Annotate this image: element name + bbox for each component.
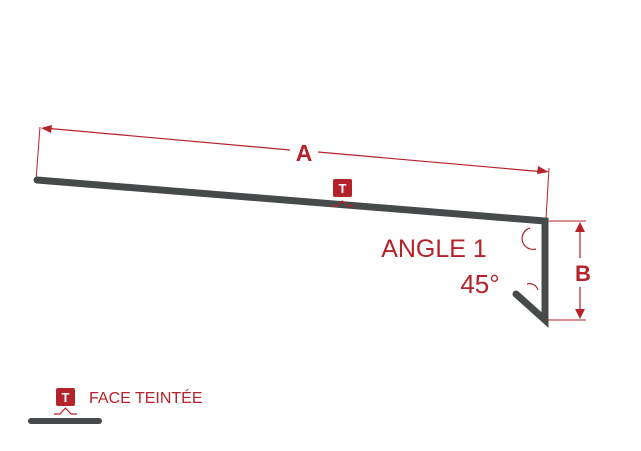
legend-label: FACE TEINTÉE bbox=[89, 388, 203, 407]
dimension-b-arrow-top bbox=[575, 222, 585, 232]
dimension-a-line-right bbox=[317, 151, 546, 173]
dimension-a-extension-left bbox=[35, 126, 41, 181]
legend-badge-pointer bbox=[54, 407, 77, 415]
angle-arc-lower bbox=[526, 283, 539, 291]
dimension-b-arrow-bottom bbox=[575, 309, 585, 319]
angle-value-label: 45° bbox=[460, 269, 499, 299]
dimension-a-label: A bbox=[296, 140, 313, 166]
dimension-b bbox=[546, 220, 586, 321]
legend: T FACE TEINTÉE bbox=[28, 388, 203, 424]
angle-name-label: ANGLE 1 bbox=[381, 235, 487, 263]
tinted-face-badge-letter: T bbox=[339, 181, 347, 196]
dimension-a-arrow-left bbox=[41, 125, 52, 133]
legend-badge-letter: T bbox=[62, 390, 70, 405]
dimension-a-extension-right bbox=[545, 167, 550, 220]
dimension-a-arrow-right bbox=[537, 166, 549, 174]
angle-arc-upper bbox=[521, 227, 537, 251]
dimension-a bbox=[35, 125, 550, 220]
dimension-b-label: B bbox=[575, 261, 591, 286]
profile-line bbox=[33, 176, 549, 328]
dimension-a-line-left bbox=[43, 127, 291, 151]
legend-badge-box bbox=[56, 388, 75, 406]
tinted-face-badge-box bbox=[333, 179, 352, 197]
tinted-face-badge: T bbox=[332, 179, 353, 207]
tinted-face-badge-pointer bbox=[332, 200, 353, 207]
